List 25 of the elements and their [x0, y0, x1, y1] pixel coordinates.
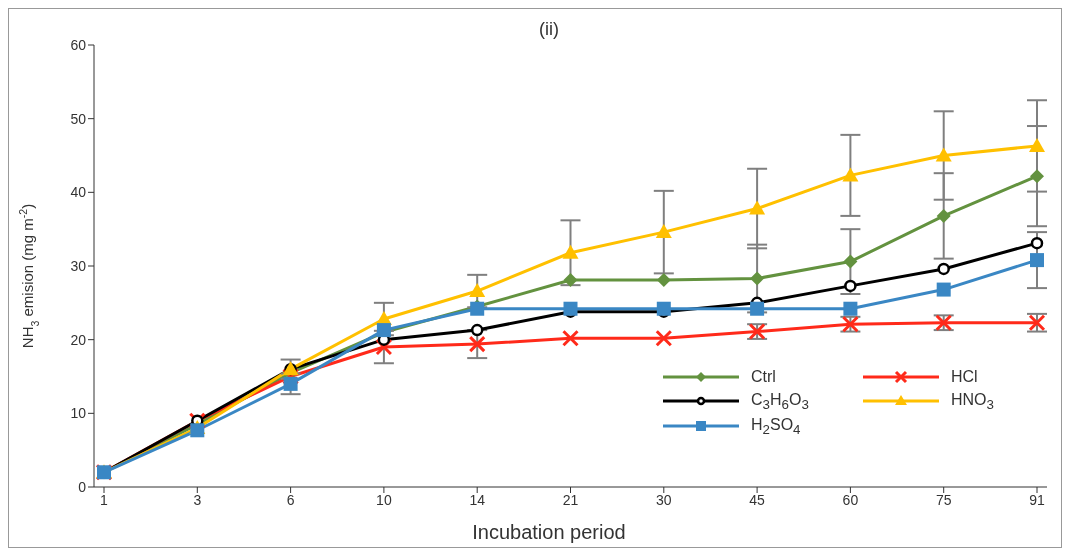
x-tick-label: 21 [562, 491, 579, 508]
y-tick-label: 50 [70, 110, 87, 127]
legend-label: Ctrl [751, 367, 776, 386]
y-tick-label: 0 [78, 478, 87, 495]
x-tick-label: 45 [749, 491, 766, 508]
y-tick-label: 20 [70, 331, 87, 348]
x-tick-label: 75 [935, 491, 952, 508]
x-tick-label: 6 [286, 491, 295, 508]
x-tick-label: 91 [1029, 491, 1045, 508]
legend-label: C$_{3}$H$_{6}$O$_{3}$ [751, 390, 809, 412]
y-tick-label: 10 [70, 405, 87, 422]
y-tick-label: 40 [70, 184, 87, 201]
chart-title: (ii) [539, 19, 559, 39]
x-tick-label: 60 [842, 491, 859, 508]
y-tick-label: 60 [70, 36, 87, 53]
y-tick-label: 30 [70, 257, 87, 274]
legend-label: HNO$_{3}$ [951, 390, 994, 412]
x-axis-title: Incubation period [472, 521, 626, 543]
x-tick-label: 14 [469, 491, 486, 508]
legend-label: HCl [951, 367, 978, 386]
x-tick-label: 30 [656, 491, 672, 508]
legend-label: H$_{2}$SO$_{4}$ [751, 415, 801, 437]
x-tick-label: 1 [100, 491, 109, 508]
x-tick-label: 3 [193, 491, 202, 508]
x-tick-label: 10 [376, 491, 392, 508]
